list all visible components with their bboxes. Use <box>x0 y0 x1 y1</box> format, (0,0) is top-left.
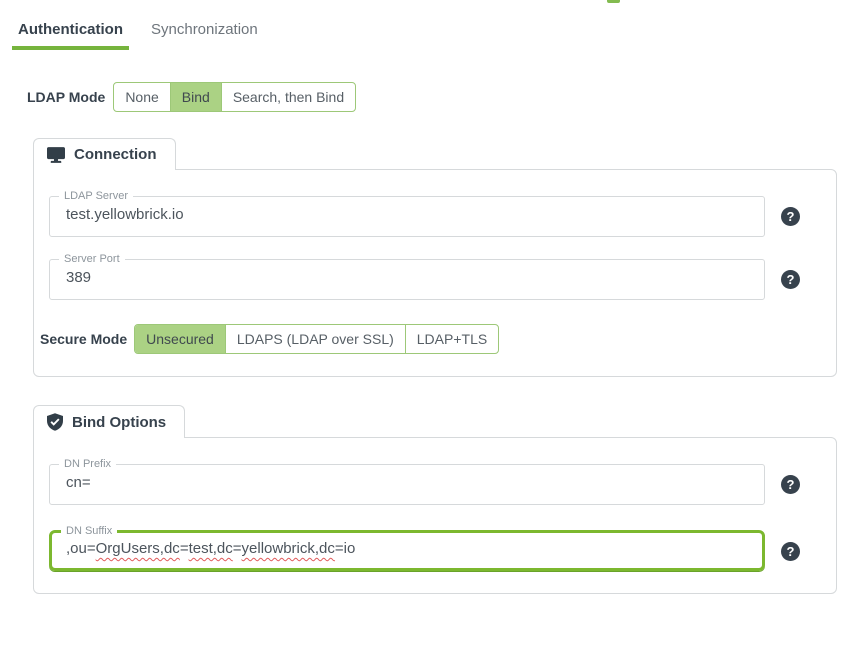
server-port-label: Server Port <box>64 253 120 265</box>
ldap-mode-option-search-then-bind[interactable]: Search, then Bind <box>220 83 355 111</box>
tab-synchronization[interactable]: Synchronization <box>151 21 258 38</box>
dn-prefix-label: DN Prefix <box>64 458 112 470</box>
secure-mode-label: Secure Mode <box>40 331 128 347</box>
server-port-help-icon[interactable]: ? <box>781 270 800 289</box>
ldap-mode-option-none[interactable]: None <box>125 89 159 105</box>
secure-mode-option-ldaps[interactable]: LDAPS (LDAP over SSL) <box>224 325 405 353</box>
dn-prefix-value[interactable]: cn= <box>66 474 91 491</box>
tab-authentication[interactable]: Authentication <box>12 19 129 50</box>
cropped-top-fragment <box>607 0 620 3</box>
ldap-server-row: LDAP Server test.yellowbrick.io ? <box>34 190 836 237</box>
connection-section: Connection LDAP Server test.yellowbrick.… <box>33 138 837 377</box>
server-port-row: Server Port 389 ? <box>34 253 836 300</box>
ldap-mode-segmented-control: None Bind Search, then Bind <box>113 82 357 112</box>
secure-mode-option-unsecured[interactable]: Unsecured <box>135 325 225 353</box>
monitor-icon <box>47 146 65 163</box>
dn-suffix-field[interactable]: DN Suffix ,ou=OrgUsers,dc=test,dc=yellow… <box>49 525 765 571</box>
secure-mode-row: Secure Mode Unsecured LDAPS (LDAP over S… <box>40 324 836 354</box>
ldap-server-value[interactable]: test.yellowbrick.io <box>66 206 184 223</box>
connection-section-title: Connection <box>74 146 157 163</box>
ldap-server-label: LDAP Server <box>64 190 128 202</box>
dn-prefix-field[interactable]: DN Prefix cn= <box>49 458 765 505</box>
dn-suffix-label: DN Suffix <box>66 525 113 537</box>
dn-prefix-help-icon[interactable]: ? <box>781 475 800 494</box>
ldap-server-field[interactable]: LDAP Server test.yellowbrick.io <box>49 190 765 237</box>
ldap-mode-row: LDAP Mode None Bind Search, then Bind <box>27 82 864 112</box>
secure-mode-segmented-control: Unsecured LDAPS (LDAP over SSL) LDAP+TLS <box>134 324 500 354</box>
ldap-mode-option-bind[interactable]: Bind <box>169 83 221 111</box>
bind-options-section-title: Bind Options <box>72 413 167 431</box>
dn-suffix-row: DN Suffix ,ou=OrgUsers,dc=test,dc=yellow… <box>34 525 836 571</box>
bind-options-section-body: DN Prefix cn= ? DN Suffix ,ou=OrgUsers,d… <box>33 437 837 594</box>
server-port-field[interactable]: Server Port 389 <box>49 253 765 300</box>
connection-section-header: Connection <box>33 138 176 170</box>
bind-options-section-header: Bind Options <box>33 405 186 438</box>
connection-section-body: LDAP Server test.yellowbrick.io ? Server… <box>33 169 837 377</box>
secure-mode-option-ldap-tls[interactable]: LDAP+TLS <box>404 325 498 353</box>
bind-options-section: Bind Options DN Prefix cn= ? DN Suffix ,… <box>33 405 837 594</box>
dn-suffix-value[interactable]: ,ou=OrgUsers,dc=test,dc=yellowbrick,dc=i… <box>66 540 356 557</box>
server-port-value[interactable]: 389 <box>66 269 92 286</box>
dn-prefix-row: DN Prefix cn= ? <box>34 458 836 505</box>
shield-check-icon <box>47 413 63 431</box>
ldap-server-help-icon[interactable]: ? <box>781 207 800 226</box>
dn-suffix-help-icon[interactable]: ? <box>781 542 800 561</box>
page-tab-bar: Authentication Synchronization <box>0 0 864 50</box>
ldap-mode-label: LDAP Mode <box>27 89 106 105</box>
